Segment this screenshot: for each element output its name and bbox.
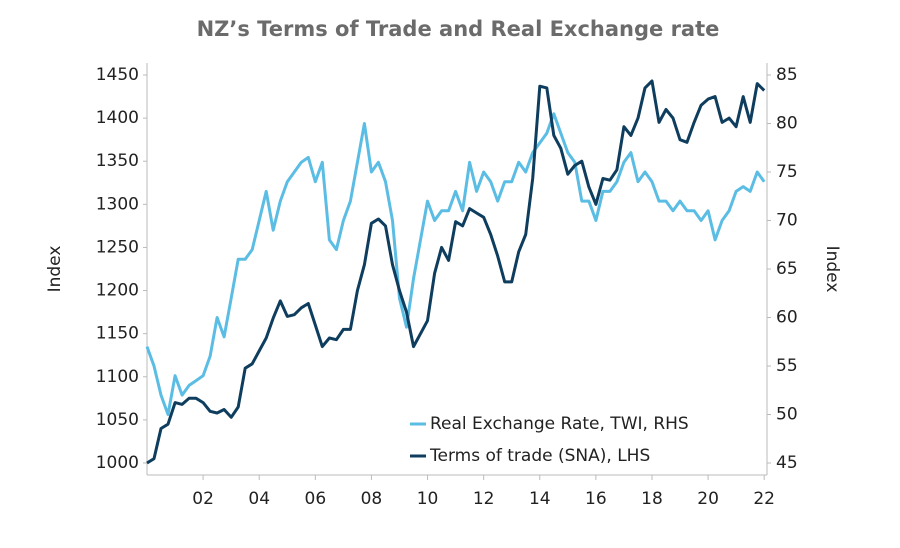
y-tick-label: 1200 — [96, 281, 139, 301]
y2-tick-label: 45 — [776, 453, 798, 473]
y2-tick-label: 70 — [776, 211, 798, 231]
x-tick-label: 06 — [305, 489, 327, 509]
x-tick-label: 12 — [473, 489, 495, 509]
y-axis-label: Index — [45, 246, 65, 293]
x-tick-label: 22 — [753, 489, 775, 509]
x-tick-label: 02 — [192, 489, 214, 509]
x-tick-label: 20 — [697, 489, 719, 509]
x-tick-label: 16 — [585, 489, 607, 509]
y-tick-label: 1450 — [96, 65, 139, 85]
y-tick-label: 1250 — [96, 237, 139, 257]
x-tick-label: 04 — [248, 489, 270, 509]
x-tick-label: 08 — [361, 489, 383, 509]
y-tick-label: 1400 — [96, 108, 139, 128]
y-tick-label: 1000 — [96, 453, 139, 473]
y-tick-label: 1150 — [96, 324, 139, 344]
legend-label: Real Exchange Rate, TWI, RHS — [430, 414, 689, 434]
y2-tick-label: 60 — [776, 308, 798, 328]
y2-tick-label: 55 — [776, 356, 798, 376]
series-line — [146, 79, 766, 465]
y2-tick-label: 50 — [776, 405, 798, 425]
chart-title: NZ’s Terms of Trade and Real Exchange ra… — [197, 17, 720, 41]
series-line — [145, 112, 766, 416]
y-tick-label: 1350 — [96, 151, 139, 171]
y-tick-label: 1050 — [96, 410, 139, 430]
legend-label: Terms of trade (SNA), LHS — [429, 446, 650, 466]
y2-tick-label: 85 — [776, 65, 798, 85]
y-tick-label: 1300 — [96, 194, 139, 214]
x-tick-label: 10 — [417, 489, 439, 509]
y2-tick-label: 75 — [776, 162, 798, 182]
x-tick-label: 14 — [529, 489, 551, 509]
y2-axis-label: Index — [822, 246, 842, 293]
y-tick-label: 1100 — [96, 367, 139, 387]
y2-tick-label: 65 — [776, 259, 798, 279]
x-tick-label: 18 — [641, 489, 663, 509]
y2-tick-label: 80 — [776, 114, 798, 134]
